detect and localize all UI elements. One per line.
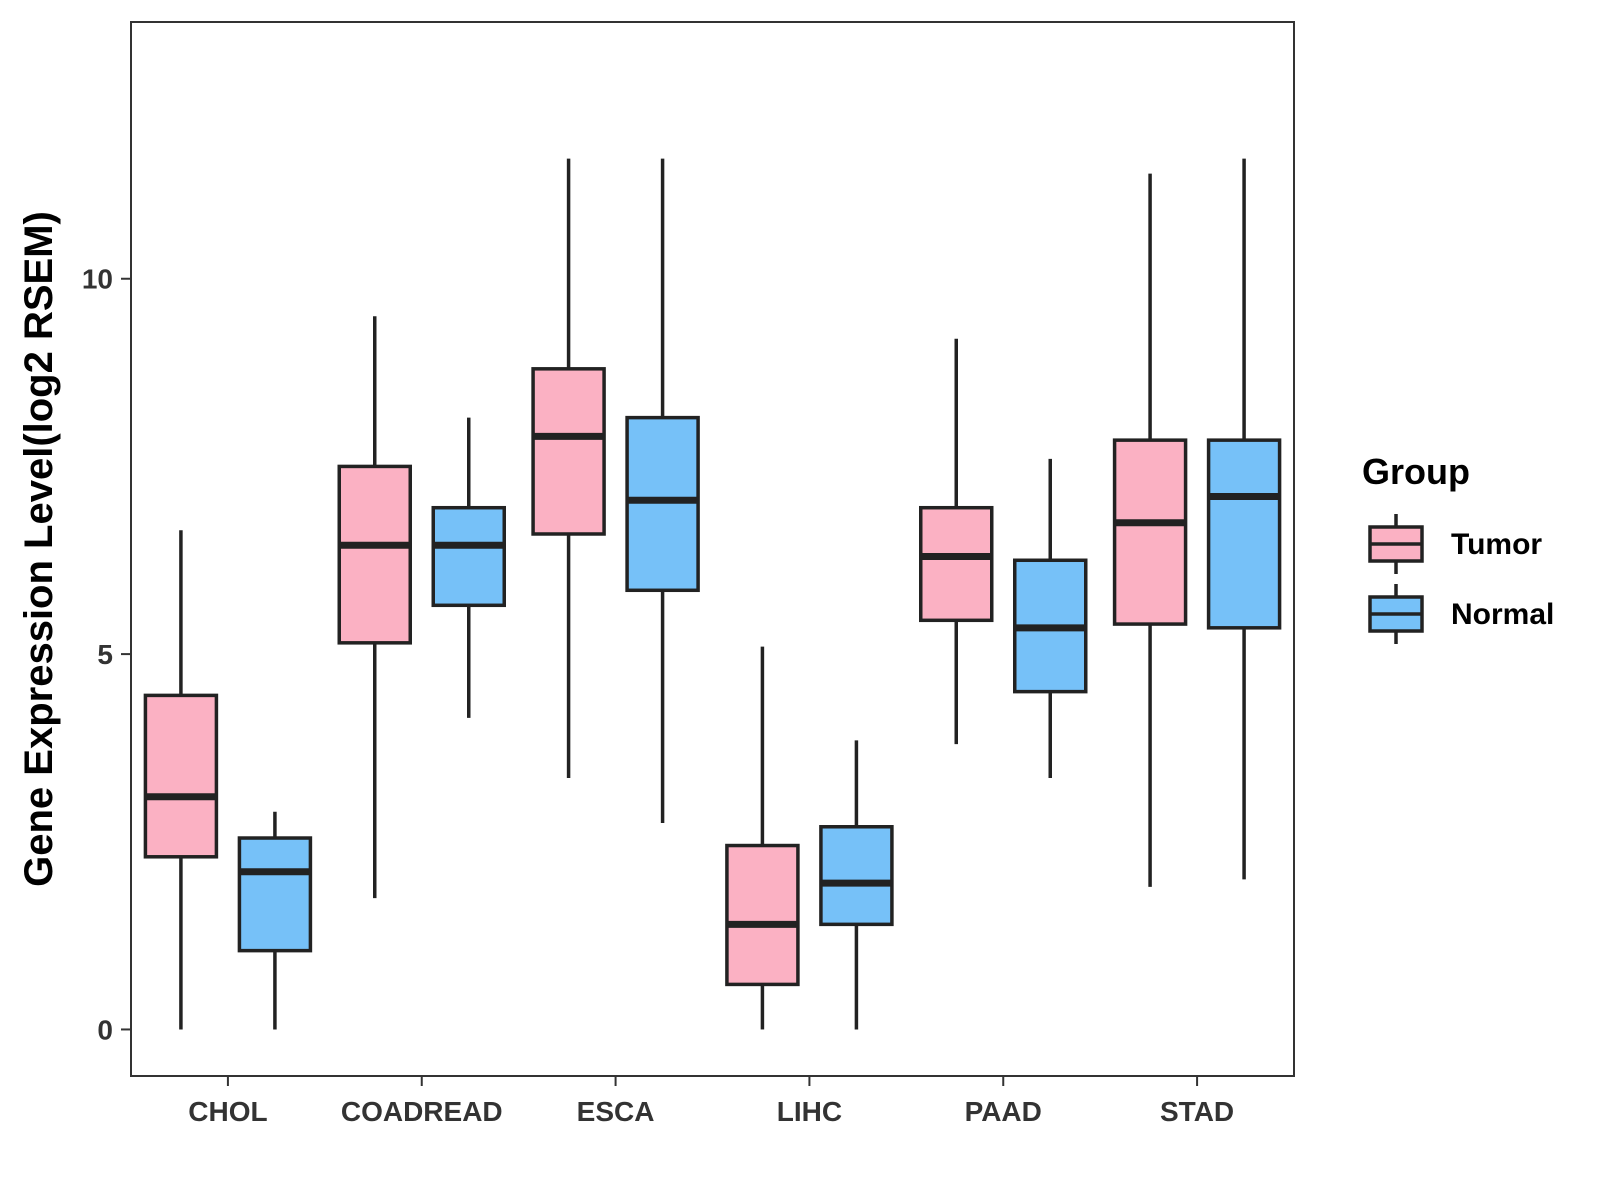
box-lihc-normal — [819, 740, 894, 1030]
box-stad-tumor — [1112, 173, 1188, 887]
box-body — [919, 505, 994, 623]
box-chol-normal — [237, 811, 313, 1030]
box-lihc-tumor — [725, 646, 800, 1030]
x-tick-label: COADREAD — [341, 1096, 503, 1127]
y-tick-label: 10 — [82, 264, 113, 295]
legend-label-tumor: Tumor — [1451, 528, 1542, 561]
legend-key-normal: Normal — [1368, 584, 1554, 644]
boxes-layer — [143, 158, 1282, 1030]
legend-key-tumor: Tumor — [1368, 514, 1542, 574]
box-body — [819, 825, 894, 927]
box-body — [431, 505, 506, 608]
y-tick-label: 0 — [97, 1014, 113, 1045]
box-paad-normal — [1013, 458, 1088, 778]
x-tick-label: ESCA — [577, 1096, 655, 1127]
box-esca-normal — [625, 158, 700, 824]
box-body — [1112, 438, 1188, 626]
x-axis: CHOL COADREAD ESCA LIHC PAAD STAD — [188, 1076, 1234, 1127]
box-body — [531, 367, 606, 536]
box-body — [725, 843, 800, 987]
box-paad-tumor — [919, 338, 994, 745]
y-tick-label: 5 — [97, 639, 113, 670]
x-tick-label: STAD — [1160, 1096, 1234, 1127]
legend: Group Tumor Normal — [1362, 451, 1554, 644]
box-esca-tumor — [531, 158, 606, 778]
x-tick-label: CHOL — [188, 1096, 267, 1127]
box-body — [143, 693, 219, 859]
box-coadread-normal — [431, 417, 506, 718]
box-stad-normal — [1206, 158, 1282, 880]
box-body — [237, 836, 313, 953]
box-body — [337, 464, 412, 645]
legend-label-normal: Normal — [1451, 598, 1554, 631]
y-axis-title: Gene Expression Level(log2 RSEM) — [17, 211, 61, 887]
x-tick-label: PAAD — [965, 1096, 1042, 1127]
box-body — [625, 415, 700, 593]
y-axis: 0 5 10 — [82, 264, 131, 1045]
x-tick-label: LIHC — [777, 1096, 842, 1127]
box-body — [1206, 438, 1282, 630]
legend-title: Group — [1362, 451, 1470, 492]
box-chol-tumor — [143, 530, 219, 1030]
box-coadread-tumor — [337, 316, 412, 899]
panel-border — [130, 21, 1295, 1077]
